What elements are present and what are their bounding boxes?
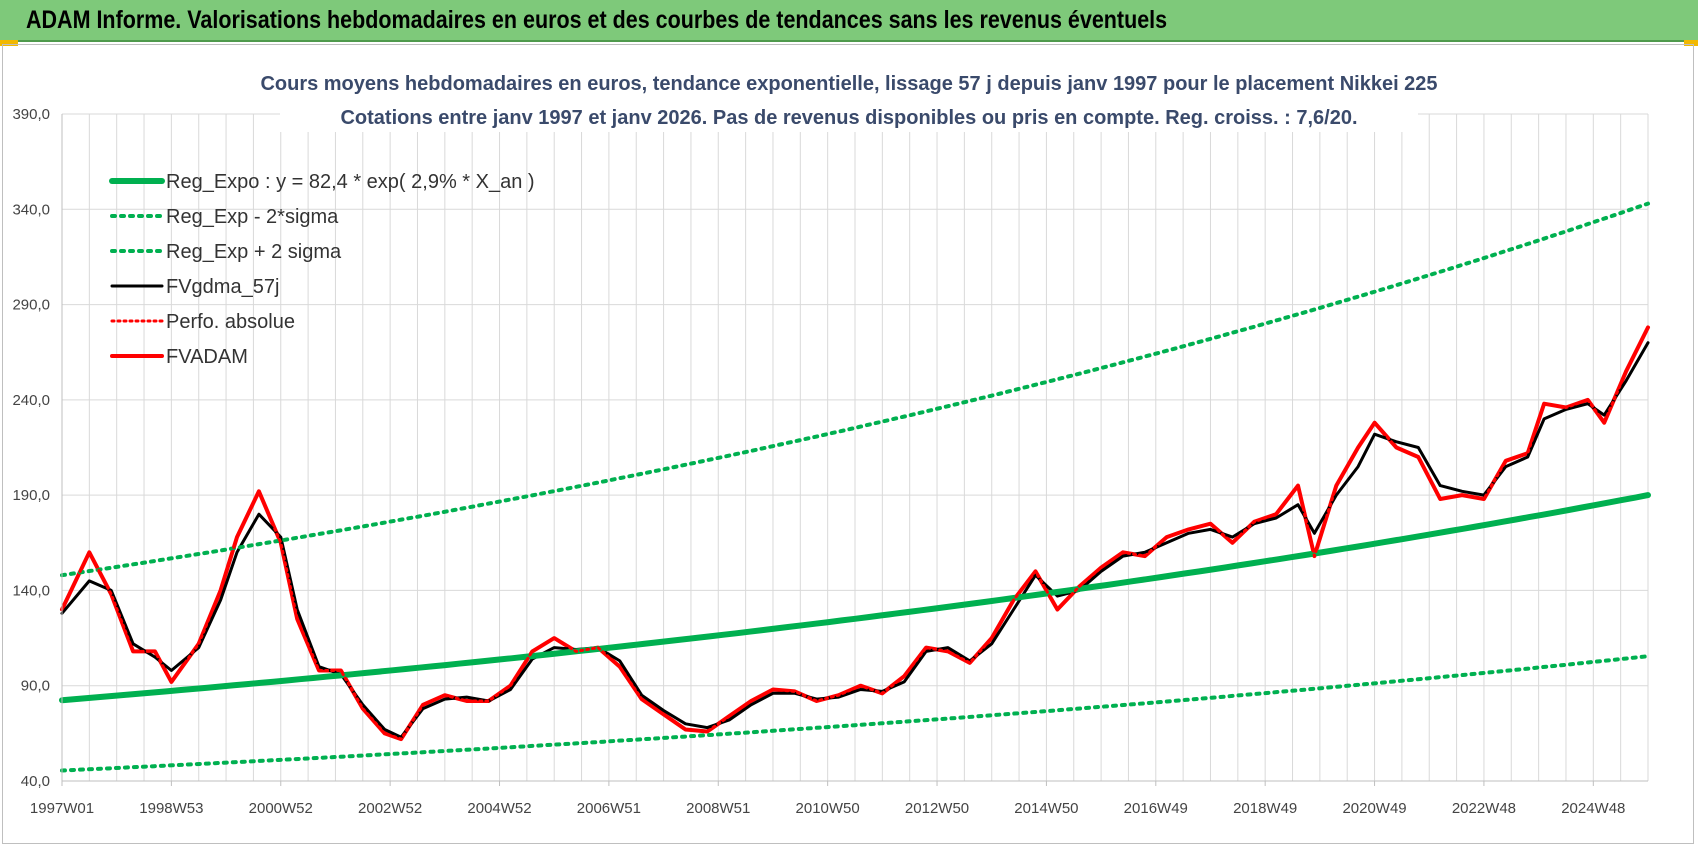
x-tick-label: 2004W52: [467, 800, 531, 817]
y-tick-label: 390,0: [12, 106, 50, 123]
legend-label-4: Perfo. absolue: [166, 311, 295, 333]
x-tick-label: 2024W48: [1561, 800, 1625, 817]
chart-frame: [2, 44, 1694, 844]
y-tick-label: 240,0: [12, 392, 50, 409]
x-tick-label: 2018W49: [1233, 800, 1297, 817]
chart-title-box: [280, 66, 1418, 132]
x-tick-label: 2002W52: [358, 800, 422, 817]
x-tick-label: 2000W52: [249, 800, 313, 817]
x-tick-label: 1998W53: [139, 800, 203, 817]
chart-title: Cours moyens hebdomadaires en euros, ten…: [260, 73, 1437, 129]
x-tick-label: 2008W51: [686, 800, 750, 817]
chart-title-line-2: Cotations entre janv 1997 et janv 2026. …: [340, 107, 1357, 129]
legend-label-1: Reg_Exp - 2*sigma: [166, 206, 339, 228]
chart-title-line-1: Cours moyens hebdomadaires en euros, ten…: [260, 73, 1437, 95]
corner-marker-right: [1684, 40, 1698, 46]
x-tick-label: 2016W49: [1124, 800, 1188, 817]
y-tick-label: 190,0: [12, 487, 50, 504]
legend: Reg_Expo : y = 82,4 * exp( 2,9% * X_an )…: [109, 171, 535, 368]
page-title: ADAM Informe. Valorisations hebdomadaire…: [26, 6, 1168, 34]
chart-title-background: [280, 66, 1418, 132]
x-tick-label: 2010W50: [796, 800, 860, 817]
y-tick-label: 340,0: [12, 201, 50, 218]
series: [59, 201, 1651, 773]
x-tick-label: 2020W49: [1342, 800, 1406, 817]
legend-label-5: FVADAM: [166, 346, 248, 368]
x-tick-label: 2014W50: [1014, 800, 1078, 817]
series-line-1: [60, 654, 1650, 773]
legend-label-3: FVgdma_57j: [166, 276, 279, 298]
legend-label-2: Reg_Exp + 2 sigma: [166, 241, 342, 263]
y-tick-label: 40,0: [21, 773, 50, 790]
legend-label-0: Reg_Expo : y = 82,4 * exp( 2,9% * X_an ): [166, 171, 535, 193]
x-tick-label: 2012W50: [905, 800, 969, 817]
y-tick-label: 140,0: [12, 582, 50, 599]
series-line-2: [60, 201, 1650, 578]
axes: 40,0 90,0 140,0 190,0 240,0 290,0 340,0 390,0 19…: [12, 106, 1648, 817]
series-line-4: [60, 325, 1650, 741]
y-tick-label: 290,0: [12, 297, 50, 314]
series-line-0: [59, 492, 1651, 704]
corner-marker-left: [0, 40, 18, 46]
y-tick-label: 90,0: [21, 678, 50, 695]
header-banner: ADAM Informe. Valorisations hebdomadaire…: [0, 0, 1698, 42]
x-tick-label: 2022W48: [1452, 800, 1516, 817]
x-tick-label: 2006W51: [577, 800, 641, 817]
x-tick-label: 1997W01: [30, 800, 94, 817]
